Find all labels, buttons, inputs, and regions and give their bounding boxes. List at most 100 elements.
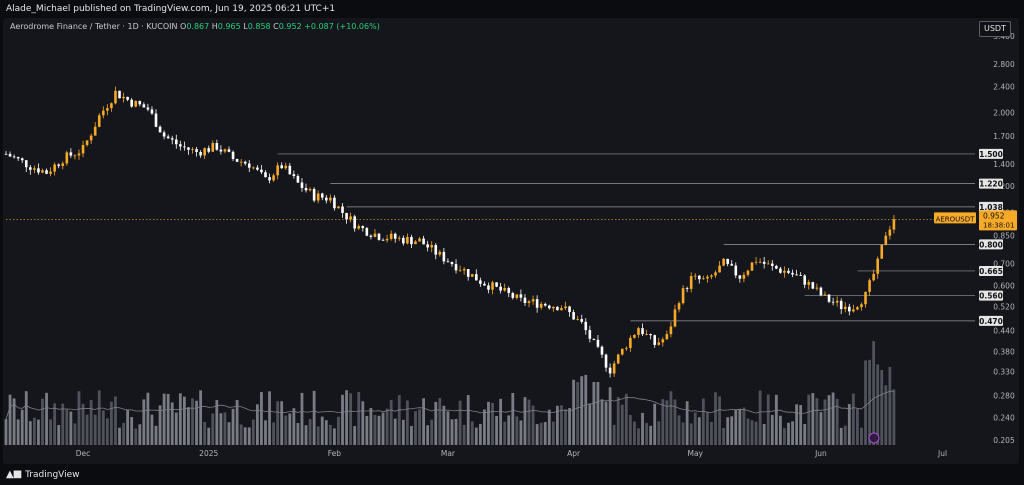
y-tick-label: 0.330 bbox=[993, 368, 1015, 377]
chart-area[interactable] bbox=[3, 18, 1019, 464]
candle-body bbox=[276, 165, 279, 176]
candle-body bbox=[762, 261, 766, 264]
x-tick-label: Feb bbox=[328, 449, 342, 458]
candle-body bbox=[345, 212, 348, 220]
volume-bar bbox=[118, 427, 121, 445]
candle-body bbox=[787, 270, 790, 273]
candle-body bbox=[410, 236, 413, 245]
candle-body bbox=[673, 309, 677, 327]
candle-body bbox=[799, 275, 802, 276]
candle-body bbox=[503, 288, 506, 291]
candle-body bbox=[811, 282, 815, 289]
volume-bar bbox=[547, 409, 551, 445]
volume-bar bbox=[182, 396, 186, 445]
volume-bar bbox=[105, 418, 109, 445]
volume-bar bbox=[37, 419, 40, 445]
candle-body bbox=[195, 149, 198, 153]
candle-body bbox=[835, 300, 839, 303]
volume-bar bbox=[345, 390, 348, 445]
candle-body bbox=[568, 306, 571, 313]
volume-bar bbox=[783, 428, 786, 445]
candle-body bbox=[592, 338, 596, 340]
x-tick-label: May bbox=[687, 449, 703, 458]
volume-bar bbox=[620, 404, 624, 445]
volume-bar bbox=[738, 409, 742, 445]
volume-bar bbox=[507, 415, 511, 445]
candle-body bbox=[803, 275, 807, 285]
candle-body bbox=[714, 272, 717, 276]
candle-body bbox=[333, 197, 336, 209]
volume-bar bbox=[770, 415, 774, 445]
candle-body bbox=[110, 103, 113, 109]
volume-bar bbox=[49, 419, 52, 445]
candle-body bbox=[211, 143, 215, 152]
volume-bar bbox=[843, 425, 847, 445]
volume-bar bbox=[645, 422, 648, 445]
candle-body bbox=[706, 276, 709, 279]
candle-body bbox=[97, 115, 101, 127]
candle-body bbox=[20, 158, 24, 161]
volume-bar bbox=[328, 424, 332, 445]
volume-bar bbox=[304, 425, 308, 445]
volume-bar bbox=[422, 398, 426, 445]
candle-body bbox=[316, 193, 320, 201]
candle-body bbox=[227, 149, 231, 152]
tradingview-logo[interactable]: ▲■ TradingView bbox=[6, 469, 80, 480]
volume-bar bbox=[564, 409, 567, 445]
close-value: 0.952 bbox=[278, 22, 302, 31]
candle-body bbox=[320, 193, 324, 198]
volume-bar bbox=[158, 405, 162, 445]
candle-body bbox=[203, 148, 206, 156]
volume-bar bbox=[491, 402, 494, 445]
volume-bar bbox=[414, 411, 417, 445]
volume-bar bbox=[847, 404, 851, 445]
volume-bar bbox=[389, 400, 393, 445]
candle-body bbox=[49, 171, 52, 174]
volume-bar bbox=[178, 393, 182, 445]
candle-body bbox=[142, 104, 146, 108]
candle-body bbox=[102, 110, 105, 116]
candle-body bbox=[641, 328, 644, 335]
candle-body bbox=[158, 126, 162, 133]
x-tick-label: Dec bbox=[76, 449, 91, 458]
candle-body bbox=[608, 367, 612, 374]
volume-bar bbox=[316, 426, 320, 445]
candle-body bbox=[414, 241, 417, 245]
volume-bar bbox=[823, 399, 827, 445]
y-tick-label: 2.000 bbox=[993, 109, 1015, 118]
volume-bar bbox=[483, 409, 486, 445]
candle-body bbox=[629, 337, 632, 348]
volume-bar bbox=[337, 416, 340, 445]
volume-bar bbox=[268, 391, 271, 445]
candle-body bbox=[381, 239, 385, 241]
volume-bar bbox=[580, 376, 584, 445]
symbol-line[interactable]: Aerodrome Finance / Tether · 1D · KUCOIN bbox=[10, 22, 178, 31]
y-tick-label: 0.440 bbox=[993, 326, 1015, 335]
candle-body bbox=[45, 170, 48, 174]
level-label: 1.038 bbox=[979, 203, 1003, 212]
volume-bar bbox=[85, 414, 89, 445]
volume-bar bbox=[235, 399, 239, 445]
volume-bar bbox=[426, 425, 430, 445]
candle-body bbox=[304, 187, 308, 191]
volume-bar bbox=[239, 424, 243, 445]
volume-bar bbox=[308, 419, 312, 445]
candle-body bbox=[16, 157, 20, 159]
close-label: C bbox=[273, 22, 279, 31]
candle-body bbox=[564, 306, 567, 309]
volume-bar bbox=[260, 392, 263, 445]
level-label: 1.220 bbox=[979, 180, 1003, 189]
candle-body bbox=[329, 197, 332, 201]
candle-body bbox=[130, 99, 133, 107]
volume-bar bbox=[292, 408, 296, 445]
level-label: 0.560 bbox=[979, 292, 1003, 301]
candle-body bbox=[758, 261, 762, 263]
currency-button[interactable]: USDT bbox=[979, 21, 1011, 37]
level-label-bg bbox=[979, 178, 1003, 189]
candle-body bbox=[860, 304, 863, 308]
volume-bar bbox=[572, 379, 576, 445]
volume-bar bbox=[438, 398, 442, 445]
candle-body bbox=[312, 189, 316, 201]
volume-bar bbox=[519, 420, 523, 445]
